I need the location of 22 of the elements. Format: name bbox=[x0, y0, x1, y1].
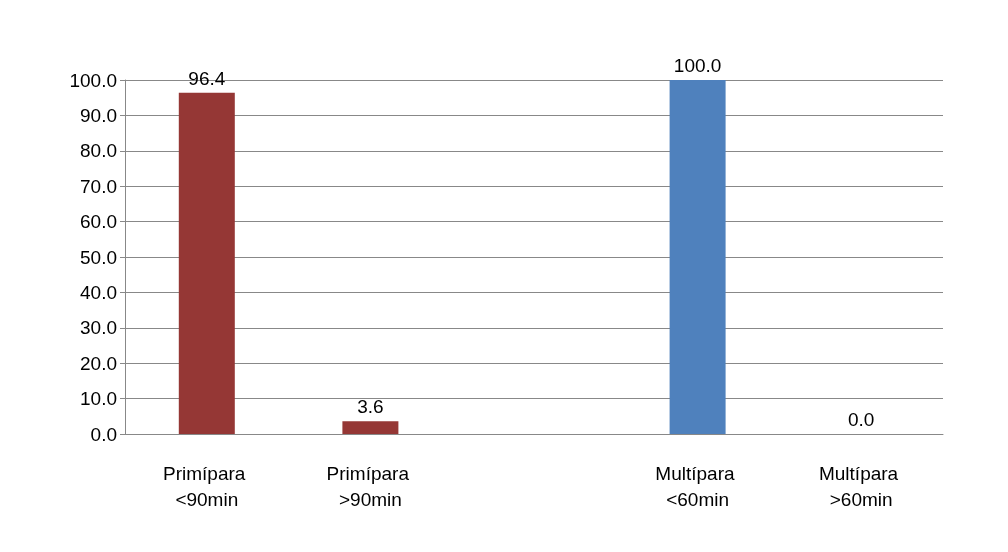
y-tick-label: 0.0 bbox=[90, 423, 117, 445]
x-tick-label: Multípara <60min bbox=[655, 462, 740, 510]
y-tick-label: 60.0 bbox=[80, 211, 117, 233]
y-tick-label: 30.0 bbox=[80, 317, 117, 339]
y-tick-label: 10.0 bbox=[80, 388, 117, 410]
y-tick-label: 100.0 bbox=[69, 69, 117, 91]
bar bbox=[178, 92, 235, 434]
x-tick-label: Primípara <90min bbox=[162, 462, 251, 510]
data-label: 100.0 bbox=[673, 55, 722, 76]
y-tick-label: 20.0 bbox=[80, 352, 117, 374]
x-tick-label: Primípara >90min bbox=[326, 462, 415, 510]
data-label: 3.6 bbox=[357, 396, 384, 418]
x-tick-label: Multípara >60min bbox=[818, 462, 904, 510]
data-label: 0.0 bbox=[847, 409, 875, 430]
bar bbox=[669, 80, 726, 434]
bar bbox=[342, 421, 399, 434]
y-tick-label: 70.0 bbox=[80, 175, 117, 197]
y-tick-label: 40.0 bbox=[80, 281, 117, 303]
data-label: 96.4 bbox=[188, 67, 226, 89]
y-tick-label: 90.0 bbox=[80, 104, 117, 126]
y-tick-label: 80.0 bbox=[80, 140, 117, 162]
y-tick-label: 50.0 bbox=[80, 246, 117, 268]
